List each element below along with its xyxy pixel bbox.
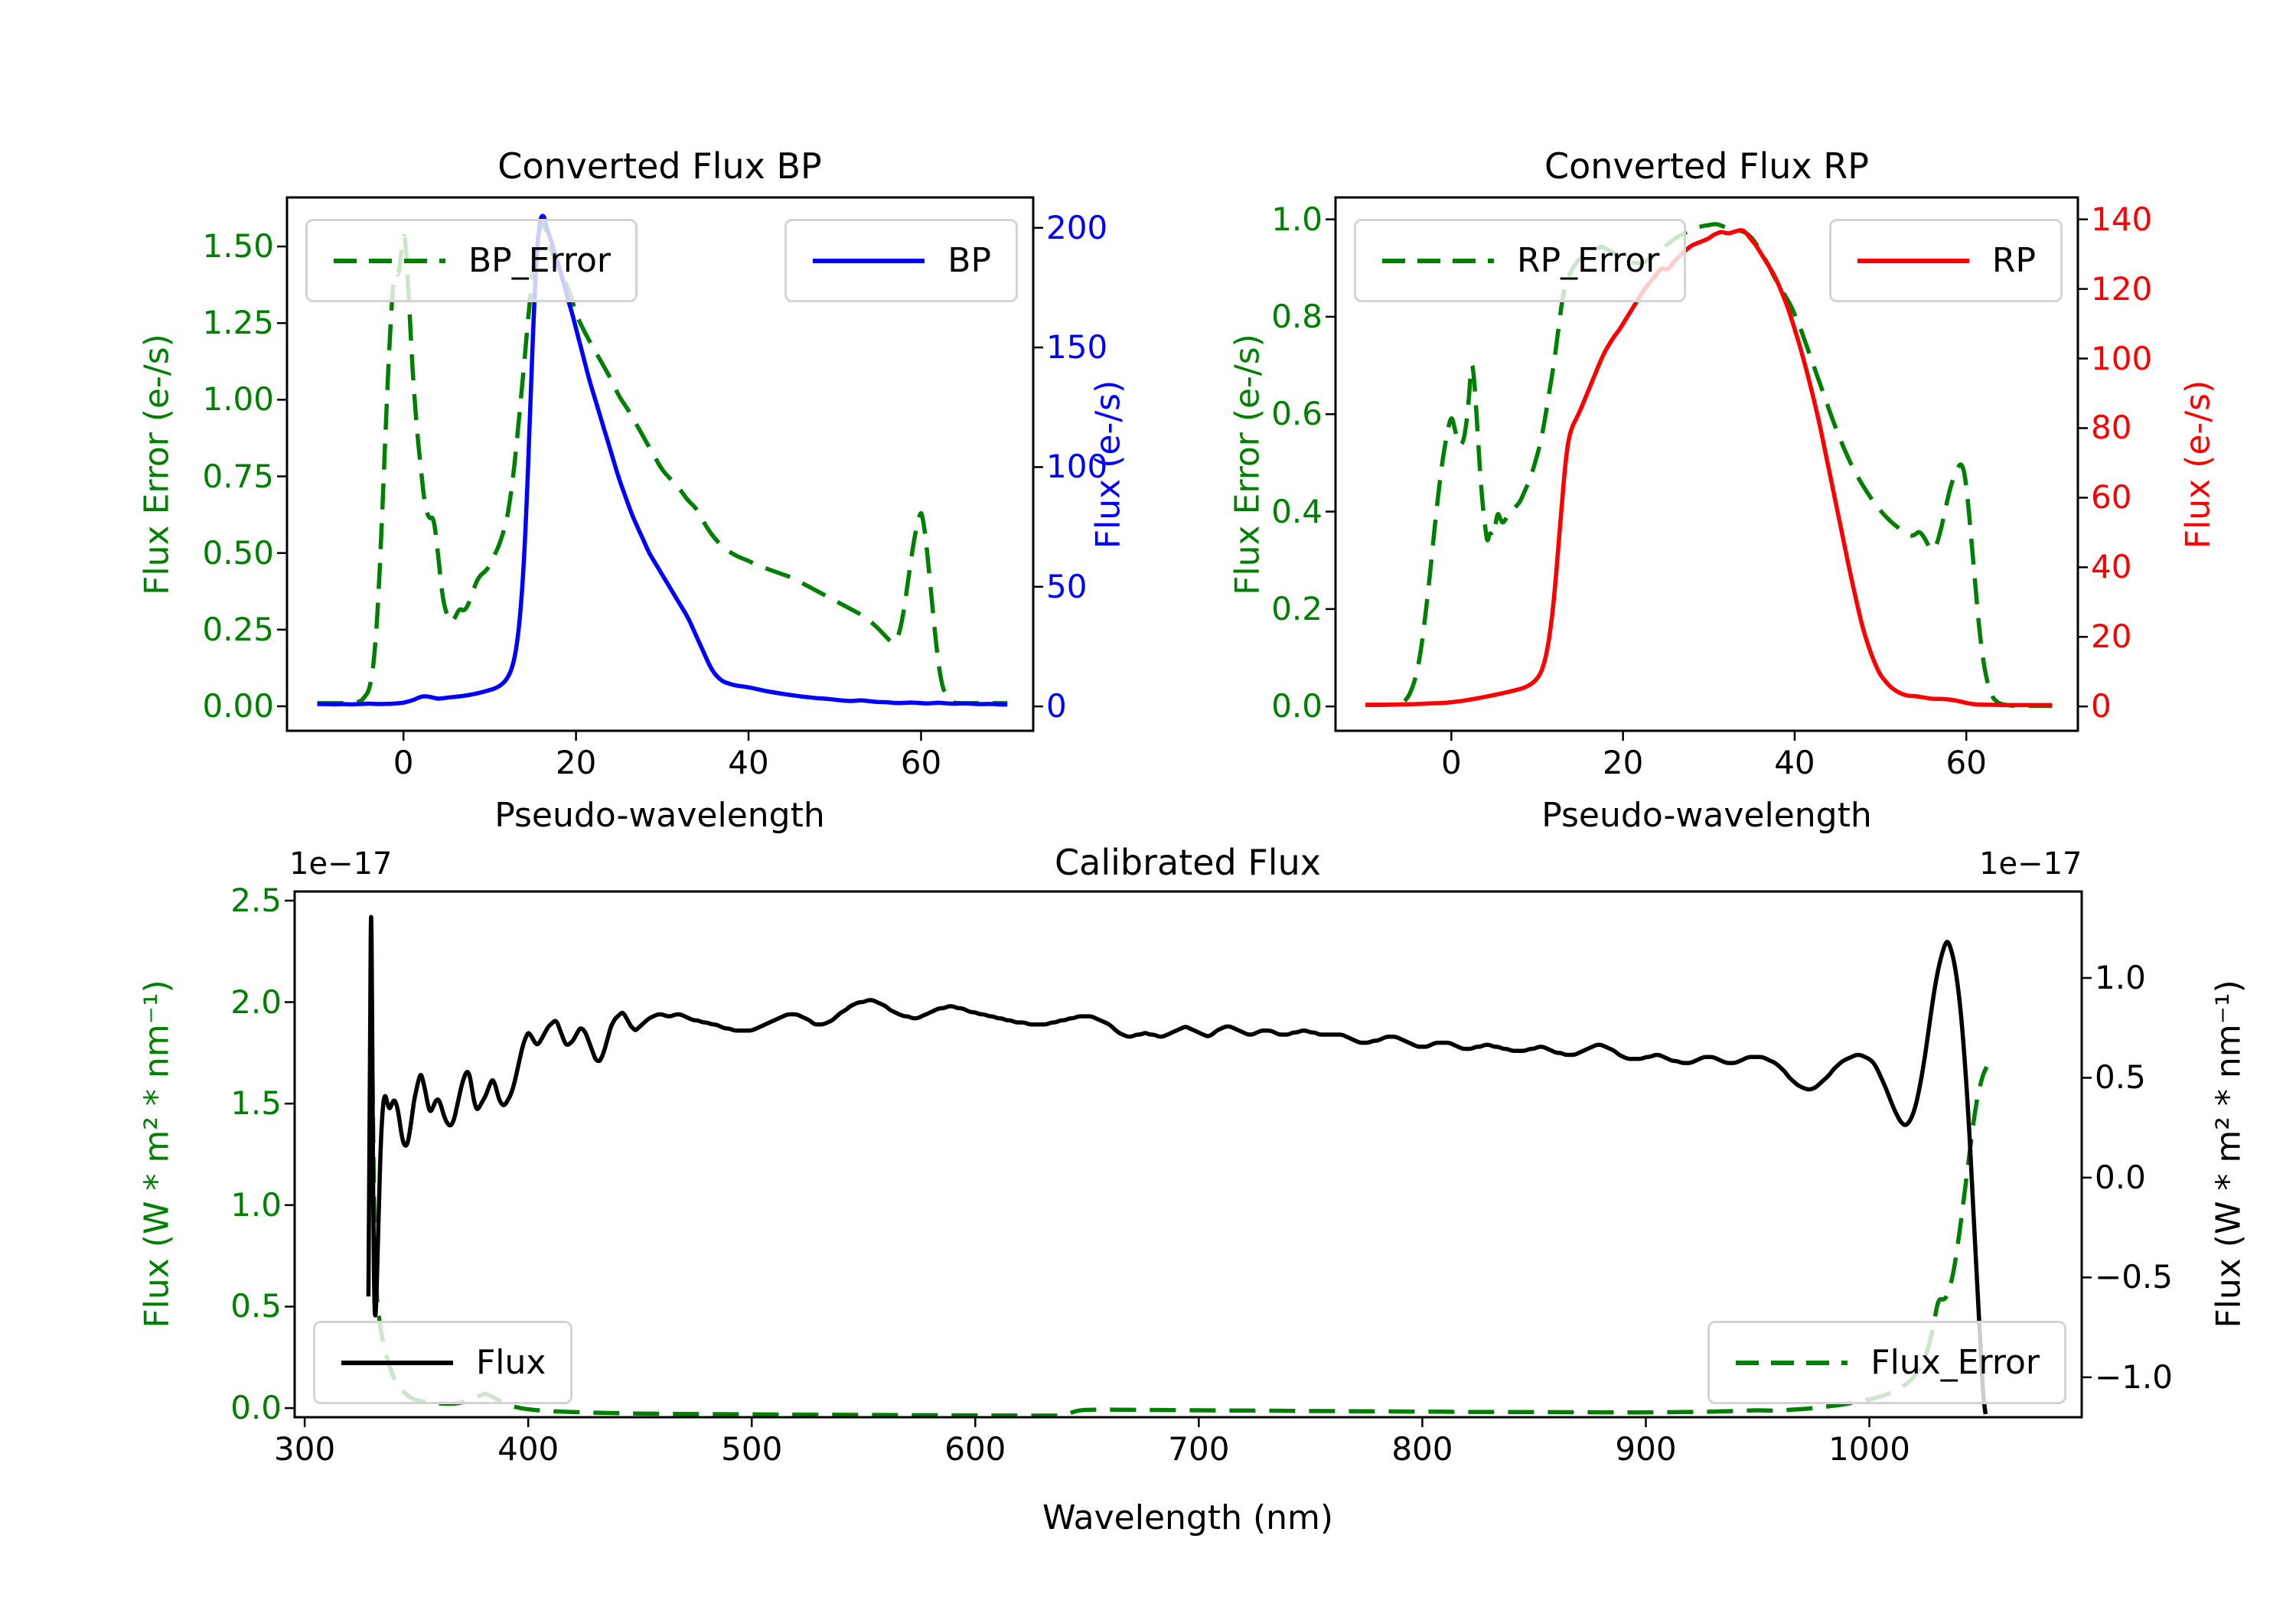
tick-label: 600 <box>944 1430 1006 1468</box>
tick-label: 0 <box>393 744 414 781</box>
offset-text-right: 1e−17 <box>1979 846 2082 882</box>
tick-label: 1.25 <box>202 304 274 342</box>
tick-label: 0.5 <box>2095 1058 2146 1097</box>
legend-line-sample <box>1736 1360 1848 1365</box>
legend-line-sample <box>334 258 445 263</box>
ylabel-bp-flux-error: Flux Error (e-/s) <box>137 334 177 595</box>
tick-label: 500 <box>721 1430 783 1468</box>
tick-label: 40 <box>728 744 769 781</box>
tick-label: 200 <box>1046 208 1108 246</box>
tick-label: 1.50 <box>202 227 274 266</box>
tick-label: 60 <box>2091 478 2132 517</box>
tick-label: 0.4 <box>1271 492 1322 530</box>
tick-label: 700 <box>1168 1430 1230 1468</box>
tick-label: 1.00 <box>202 380 274 419</box>
series-BP_Error <box>317 222 1008 706</box>
tick-label: 0.5 <box>230 1287 282 1325</box>
tick-label: 20 <box>2091 618 2132 656</box>
legend-label: BP <box>947 241 991 280</box>
tick-label: 40 <box>1774 744 1815 781</box>
legend-line-sample <box>1382 258 1494 263</box>
legend-rp-error: RP_Error <box>1354 219 1687 302</box>
series-RP <box>1365 228 2053 708</box>
legend-label: BP_Error <box>468 241 611 280</box>
tick-label: 0.0 <box>1271 687 1322 725</box>
ylabel-calibrated-flux-right: Flux (W * m² * nm⁻¹) <box>2209 980 2249 1328</box>
tick-label: 1.0 <box>2095 958 2146 996</box>
tick-label: 0 <box>1441 744 1462 781</box>
tick-label: 800 <box>1391 1430 1453 1468</box>
title-converted-flux-bp: Converted Flux BP <box>497 145 822 187</box>
tick-label: 0.6 <box>1271 395 1322 433</box>
series-BP <box>317 214 1008 707</box>
tick-label: 1.0 <box>230 1185 282 1224</box>
tick-label: 50 <box>1046 567 1088 605</box>
tick-label: 2.5 <box>230 881 282 919</box>
xlabel-wavelength-nm: Wavelength (nm) <box>1042 1498 1334 1537</box>
axes-frame <box>293 890 2083 1419</box>
legend-label: Flux <box>476 1343 546 1382</box>
tick-label: −1.0 <box>2095 1358 2173 1396</box>
legend-line-sample <box>813 258 925 263</box>
tick-label: 0 <box>1046 687 1067 725</box>
legend-flux: Flux <box>313 1321 573 1404</box>
tick-label: 1000 <box>1828 1430 1910 1468</box>
legend-bp-error: BP_Error <box>305 219 638 302</box>
tick-label: −0.5 <box>2095 1258 2173 1296</box>
tick-label: 0.0 <box>2095 1158 2146 1196</box>
legend-label: RP <box>1991 241 2036 280</box>
legend-line-sample <box>341 1360 453 1365</box>
tick-label: 120 <box>2091 269 2153 308</box>
title-calibrated-flux: Calibrated Flux <box>1055 842 1321 883</box>
tick-label: 60 <box>900 744 942 781</box>
tick-label: 0.00 <box>202 686 274 725</box>
legend-line-sample <box>1857 258 1969 263</box>
tick-label: 0.50 <box>202 533 274 572</box>
tick-label: 0 <box>2091 687 2112 725</box>
tick-label: 0.2 <box>1271 589 1322 627</box>
tick-label: 40 <box>2091 548 2132 586</box>
tick-label: 2.0 <box>230 983 282 1021</box>
tick-label: 300 <box>274 1430 336 1468</box>
title-converted-flux-rp: Converted Flux RP <box>1544 145 1869 187</box>
tick-label: 400 <box>497 1430 559 1468</box>
tick-label: 80 <box>2091 409 2132 447</box>
xlabel-pseudo-wavelength-rp: Pseudo-wavelength <box>1541 796 1872 835</box>
tick-label: 0.75 <box>202 457 274 495</box>
tick-label: 20 <box>1602 744 1644 781</box>
tick-label: 0.0 <box>230 1389 282 1427</box>
series-RP_Error <box>1365 222 2053 709</box>
axes-frame <box>1334 196 2079 732</box>
tick-label: 1.5 <box>230 1084 282 1123</box>
legend-bp: BP <box>784 219 1018 302</box>
legend-flux-error: Flux_Error <box>1707 1321 2066 1404</box>
tick-label: 900 <box>1615 1430 1677 1468</box>
offset-text-left: 1e−17 <box>289 846 393 882</box>
tick-label: 20 <box>555 744 597 781</box>
xlabel-pseudo-wavelength-bp: Pseudo-wavelength <box>494 796 825 835</box>
tick-label: 100 <box>1046 448 1108 486</box>
tick-label: 100 <box>2091 339 2153 377</box>
series-Flux <box>366 914 1988 1415</box>
ylabel-rp-flux: Flux (e-/s) <box>2178 380 2218 549</box>
axes-frame <box>285 196 1035 732</box>
ylabel-calibrated-flux-left: Flux (W * m² * nm⁻¹) <box>137 980 177 1328</box>
tick-label: 1.0 <box>1271 200 1322 238</box>
tick-label: 0.8 <box>1271 297 1322 335</box>
ylabel-rp-flux-error: Flux Error (e-/s) <box>1228 334 1267 595</box>
legend-label: Flux_Error <box>1870 1343 2040 1382</box>
tick-label: 150 <box>1046 328 1108 367</box>
tick-label: 60 <box>1945 744 1987 781</box>
tick-label: 140 <box>2091 200 2153 238</box>
tick-label: 0.25 <box>202 610 274 648</box>
legend-label: RP_Error <box>1517 241 1660 280</box>
legend-rp: RP <box>1828 219 2063 302</box>
